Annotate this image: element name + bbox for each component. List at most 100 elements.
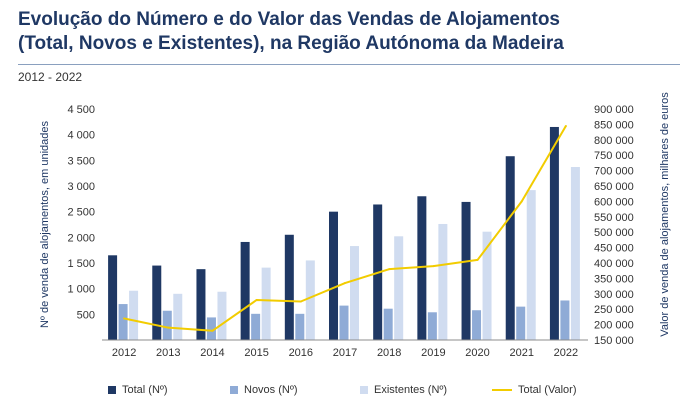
- value-line-group: [123, 124, 567, 332]
- bar-existentes-n-2018: [394, 236, 404, 340]
- point-total-valor-2016: [299, 300, 302, 303]
- y2-tick-label-750000: 750 000: [594, 150, 634, 162]
- y2-tick-label-800000: 800 000: [594, 135, 634, 147]
- legend-label-existentes: Existentes (Nº): [374, 384, 448, 396]
- y-tick-label-2000: 2 000: [67, 232, 95, 244]
- y2-tick-label-700000: 700 000: [594, 166, 634, 178]
- legend-swatch-novos: [230, 386, 238, 394]
- bar-existentes-n-2014: [217, 291, 227, 340]
- line-total-valor: [123, 125, 567, 332]
- bars-group: [108, 126, 580, 340]
- bar-total-n-2013: [152, 265, 162, 340]
- bar-existentes-n-2016: [305, 260, 315, 340]
- chart-legend: Total (Nº) Novos (Nº) Existentes (Nº) To…: [0, 384, 700, 402]
- x-tick-label-2020: 2020: [465, 347, 489, 359]
- point-total-valor-2019: [432, 265, 435, 268]
- y2-tick-label-850000: 850 000: [594, 119, 634, 131]
- bar-novos-n-2021: [516, 306, 526, 340]
- bar-novos-n-2014: [206, 317, 216, 340]
- axes-group: 2012 2013 2014 2015 2016 2017 2018 2019 2020 2021…: [67, 104, 633, 359]
- y2-tick-label-450000: 450 000: [594, 243, 634, 255]
- y2-tick-label-150000: 150 000: [594, 335, 634, 347]
- bar-existentes-n-2020: [482, 231, 492, 340]
- bar-total-n-2022: [549, 126, 559, 340]
- legend-item-novos: Novos (Nº): [230, 384, 298, 396]
- bar-novos-n-2013: [162, 310, 172, 340]
- bar-existentes-n-2019: [438, 223, 448, 340]
- y2-tick-label-900000: 900 000: [594, 104, 634, 116]
- x-tick-label-2021: 2021: [509, 347, 533, 359]
- chart-title-line-2: (Total, Novos e Existentes), na Região A…: [18, 33, 564, 54]
- point-total-valor-2018: [388, 268, 391, 271]
- legend-item-existentes: Existentes (Nº): [360, 384, 447, 396]
- y2-tick-label-400000: 400 000: [594, 258, 634, 270]
- y2-tick-label-250000: 250 000: [594, 304, 634, 316]
- y-tick-label-3000: 3 000: [67, 181, 95, 193]
- bar-novos-n-2017: [339, 305, 349, 340]
- bar-novos-n-2022: [560, 300, 570, 340]
- point-total-valor-2012: [123, 317, 126, 320]
- bar-total-n-2015: [240, 241, 250, 340]
- legend-label-novos: Novos (Nº): [244, 384, 298, 396]
- x-tick-label-2015: 2015: [244, 347, 268, 359]
- y2-tick-label-300000: 300 000: [594, 289, 634, 301]
- x-tick-label-2012: 2012: [112, 347, 136, 359]
- bar-novos-n-2020: [472, 310, 482, 340]
- legend-swatch-total: [108, 386, 116, 394]
- point-total-valor-2017: [344, 282, 346, 285]
- bar-total-n-2020: [461, 201, 471, 340]
- legend-swatch-valor: [492, 389, 512, 391]
- title-divider: [18, 64, 680, 65]
- bar-novos-n-2012: [118, 304, 128, 340]
- bar-novos-n-2016: [295, 313, 305, 340]
- y2-tick-label-200000: 200 000: [594, 320, 634, 332]
- bar-existentes-n-2017: [350, 246, 359, 340]
- x-tick-label-2014: 2014: [200, 347, 224, 359]
- y-tick-label-500: 500: [77, 309, 95, 321]
- bar-existentes-n-2012: [129, 290, 139, 340]
- point-total-valor-2022: [564, 124, 567, 127]
- bar-total-n-2014: [196, 269, 206, 340]
- y-tick-label-1000: 1 000: [67, 284, 95, 296]
- x-tick-label-2019: 2019: [421, 347, 445, 359]
- bar-total-n-2016: [284, 234, 294, 340]
- point-total-valor-2014: [211, 329, 214, 332]
- y2-tick-label-650000: 650 000: [594, 181, 634, 193]
- x-tick-label-2018: 2018: [377, 347, 401, 359]
- y-tick-label-4500: 4 500: [67, 104, 95, 116]
- bar-total-n-2019: [417, 196, 427, 340]
- bar-existentes-n-2013: [173, 293, 183, 340]
- bar-total-n-2021: [505, 156, 515, 340]
- x-tick-label-2013: 2013: [156, 347, 180, 359]
- y-tick-label-4000: 4 000: [67, 130, 95, 142]
- y-tick-label-1500: 1 500: [67, 258, 95, 270]
- x-tick-label-2016: 2016: [289, 347, 313, 359]
- point-total-valor-2021: [520, 200, 523, 203]
- y2-tick-label-600000: 600 000: [594, 196, 634, 208]
- bar-total-n-2017: [329, 211, 338, 340]
- legend-item-total: Total (Nº): [108, 384, 168, 396]
- point-total-valor-2015: [255, 298, 258, 301]
- point-total-valor-2013: [167, 326, 170, 329]
- bar-novos-n-2019: [427, 312, 437, 340]
- legend-label-total: Total (Nº): [122, 384, 168, 396]
- legend-swatch-existentes: [360, 386, 368, 394]
- bar-total-n-2012: [108, 255, 118, 340]
- chart-title-line-1: Evolução do Número e do Valor das Vendas…: [18, 9, 560, 30]
- y2-axis-label: Valor de venda de alojamentos, milhares …: [659, 92, 671, 337]
- chart-title: Evolução do Número e do Valor das Vendas…: [18, 8, 678, 56]
- chart-period: 2012 - 2022: [18, 70, 83, 84]
- bar-existentes-n-2021: [526, 190, 536, 340]
- point-total-valor-2020: [476, 258, 479, 261]
- y-tick-label-2500: 2 500: [67, 207, 95, 219]
- legend-label-valor: Total (Valor): [518, 384, 577, 396]
- bar-novos-n-2018: [383, 308, 393, 340]
- bar-existentes-n-2022: [570, 167, 580, 340]
- y2-tick-label-500000: 500 000: [594, 227, 634, 239]
- bar-existentes-n-2015: [261, 267, 271, 340]
- x-tick-label-2017: 2017: [333, 347, 357, 359]
- x-tick-label-2022: 2022: [554, 347, 578, 359]
- y2-tick-label-550000: 550 000: [594, 212, 634, 224]
- y2-tick-label-350000: 350 000: [594, 273, 634, 285]
